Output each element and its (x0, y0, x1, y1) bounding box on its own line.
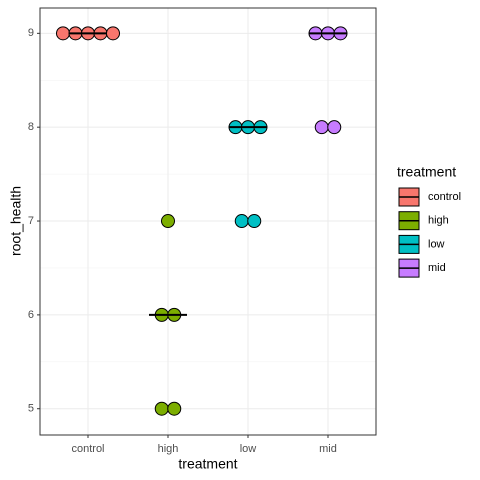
dot (106, 26, 120, 41)
y-tick-label: 5 (28, 403, 34, 415)
y-tick-label: 9 (28, 27, 34, 39)
y-axis-title: root_health (8, 186, 24, 256)
x-axis-title: treatment (178, 456, 237, 472)
legend-label: mid (428, 262, 446, 274)
dot (154, 401, 169, 416)
dot (56, 26, 70, 41)
x-tick-label: low (240, 443, 257, 455)
y-tick-label: 7 (28, 215, 34, 227)
legend: control high low mid (397, 186, 461, 280)
legend-label: control (428, 191, 461, 203)
legend-label: high (428, 215, 449, 227)
dot (167, 401, 182, 416)
legend-label: low (428, 238, 445, 250)
marks (56, 26, 348, 416)
dot (314, 120, 329, 135)
dot (327, 120, 342, 135)
dot (234, 214, 249, 229)
x-tick-label: high (158, 443, 179, 455)
y-tick-label: 6 (28, 309, 34, 321)
dot (247, 214, 262, 229)
x-tick-label: control (71, 443, 104, 455)
dot (161, 214, 175, 229)
x-tick-label: mid (319, 443, 337, 455)
y-tick-label: 8 (28, 121, 34, 133)
legend-title: treatment (397, 164, 456, 180)
